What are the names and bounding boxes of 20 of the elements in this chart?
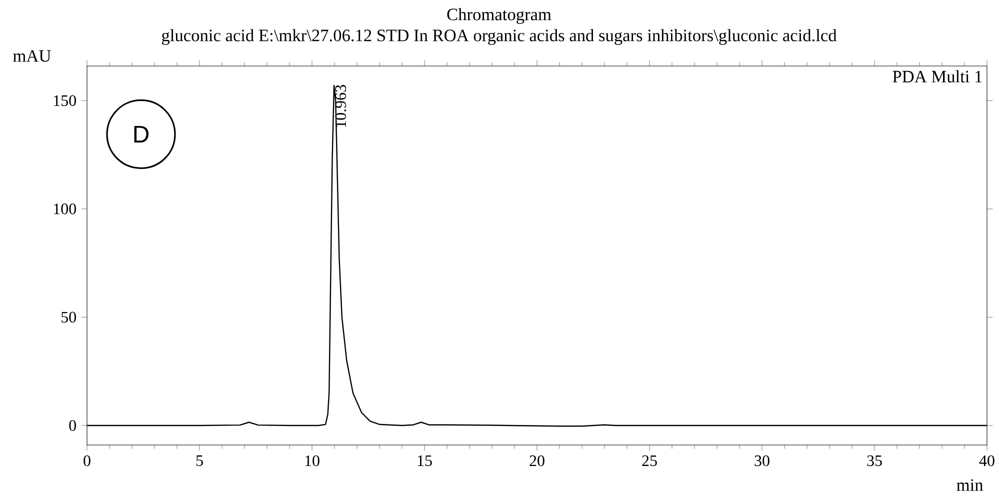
x-tick-label: 20 (530, 455, 544, 466)
x-axis-title: min (956, 479, 984, 491)
x-tick-label: 30 (754, 455, 770, 466)
annotation: 10.963 (335, 85, 346, 128)
x-tick-label: 35 (867, 455, 882, 466)
chart-title: Chromatogram (447, 8, 552, 24)
x-tick-label: 10 (305, 455, 320, 466)
y-tick-label: 50 (62, 312, 76, 323)
y-axis-title: mAU (13, 50, 51, 62)
y-tick-label: 100 (54, 204, 76, 214)
chart-subtitle: gluconic acid E:\mkr\27.06.12 STD In ROA organic acids and sugars inhibitors\gluconic acid.lcd (162, 29, 837, 45)
annotation: PDA Multi 1 (892, 70, 982, 82)
x-tick-label: 25 (642, 455, 657, 466)
x-tick-label: 5 (196, 455, 203, 466)
annotation: D (134, 126, 149, 142)
y-tick-label: 150 (54, 95, 76, 106)
x-tick-label: 0 (84, 455, 90, 466)
x-tick-label: 40 (979, 455, 994, 466)
y-tick-label: 0 (69, 420, 76, 431)
x-tick-label: 15 (418, 455, 432, 466)
